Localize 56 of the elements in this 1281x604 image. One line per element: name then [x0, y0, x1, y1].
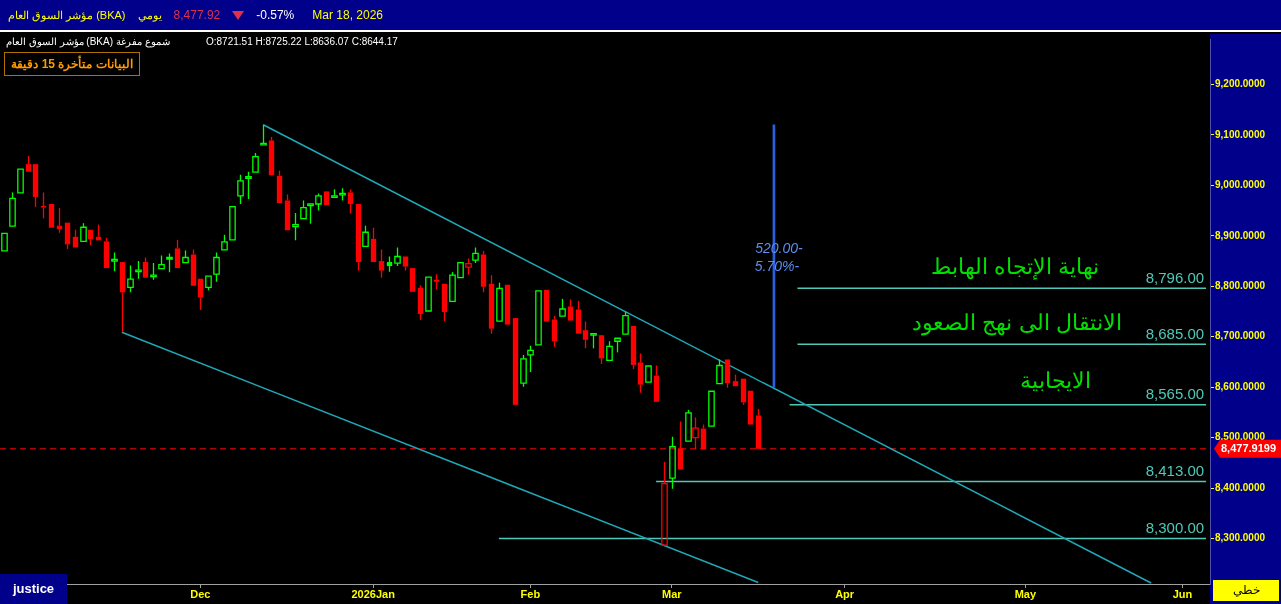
chart-subtitle: يومي: [137, 8, 162, 22]
candlestick: [229, 205, 236, 241]
candlestick: [740, 378, 747, 406]
annotation: شموع مفرغة: [116, 36, 170, 47]
x-tick-label: Apr: [835, 587, 855, 600]
candlestick: [527, 345, 534, 373]
x-tick-label: May: [1014, 587, 1037, 600]
candlestick: [708, 390, 715, 427]
text: Mar 18, 2026: [312, 8, 383, 22]
candlestick: [1, 232, 8, 252]
series-label: 8,685.00: [1145, 324, 1205, 342]
y-tick-label: 9,100.0000: [1215, 128, 1266, 140]
series-label: 8,300.00: [1145, 519, 1205, 537]
series-label: 8,565.00: [1145, 385, 1205, 403]
text: خطي: [1213, 580, 1279, 601]
candlestick: [425, 276, 432, 312]
y-tick-label: 8,800.0000: [1215, 280, 1266, 292]
candlestick: [535, 290, 542, 346]
annotation: justice: [0, 574, 67, 604]
candlestick: [260, 124, 267, 146]
candlestick: [669, 436, 676, 490]
candlestick: [747, 390, 754, 425]
y-tick-label: 8,300.0000: [1215, 532, 1266, 544]
annotation: الايجابية: [1019, 368, 1091, 394]
candlestick: [17, 168, 24, 194]
y-tick-label: 9,000.0000: [1215, 179, 1266, 191]
x-tick-label: Jun: [1172, 587, 1193, 600]
candlestick: [661, 461, 668, 546]
candlestick: [512, 318, 519, 405]
x-tick-label: 2026Jan: [351, 587, 396, 600]
candlestick: [409, 268, 416, 292]
candlestick: [378, 248, 385, 279]
y-tick-label: 8,700.0000: [1215, 330, 1266, 342]
series-label: 8,413.00: [1145, 462, 1205, 480]
series-label: 8,796.00: [1145, 268, 1205, 286]
annotation: البيانات متأخرة 15 دقيقة: [4, 52, 140, 76]
x-tick-label: Mar: [662, 587, 683, 600]
x-tick-label: Feb: [520, 587, 541, 600]
candlestick: [127, 264, 134, 293]
y-tick-label: 8,600.0000: [1215, 380, 1266, 392]
chart-title: مؤشر السوق العام (BKA): [6, 36, 114, 47]
y-tick-label: 8,900.0000: [1215, 229, 1266, 241]
text: -0.57%: [256, 8, 295, 22]
candlestick: [40, 191, 47, 219]
y-tick-label: 8,400.0000: [1215, 481, 1266, 493]
y-tick-label: 8,500.0000: [1215, 431, 1266, 443]
annotation: الانتقال الى نهج الصعود: [912, 310, 1122, 336]
y-tick-label: 9,200.0000: [1215, 78, 1266, 90]
ref-line-label: 8,477.9199: [1221, 441, 1277, 454]
candlestick: [504, 284, 511, 325]
chart-title: مؤشر السوق العام (BKA): [8, 8, 126, 21]
annotation: O:8721.51 H:8725.22 L:8636.07 C:8644.17: [206, 36, 398, 47]
annotation: نهاية الإتجاه الهابط: [930, 254, 1100, 280]
x-tick-label: Dec: [190, 587, 211, 600]
candlestick: [645, 365, 652, 383]
text: 8,477.92: [173, 8, 221, 22]
